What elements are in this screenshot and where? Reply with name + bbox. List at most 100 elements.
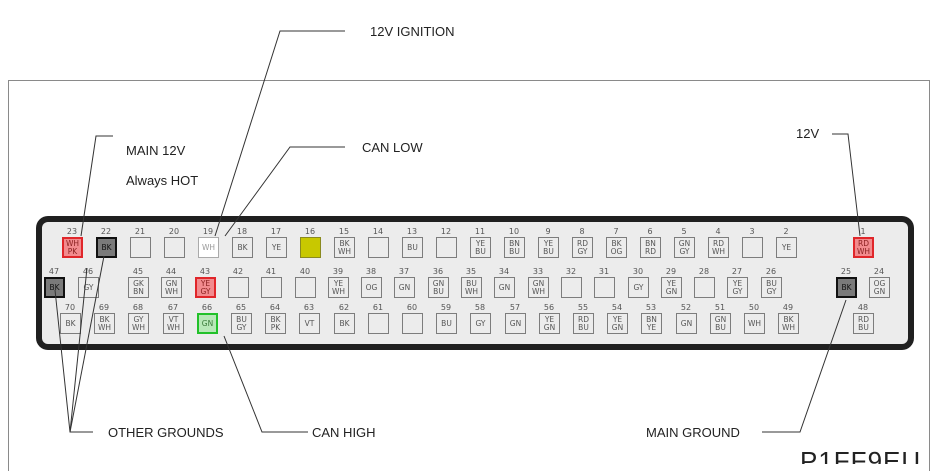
wire-color-code: VT bbox=[304, 318, 315, 328]
pin-61 bbox=[368, 313, 389, 334]
pin-56: YE GN bbox=[539, 313, 560, 334]
pin-34: GN bbox=[494, 277, 515, 298]
wire-color-code: PK bbox=[270, 322, 281, 332]
wire-color-code: BK bbox=[101, 242, 112, 252]
leader-other-grounds-c bbox=[69, 267, 88, 433]
wire-color-code: WH bbox=[97, 322, 112, 332]
pin-number: 29 bbox=[665, 267, 677, 276]
pin-6: BN RD bbox=[640, 237, 661, 258]
wire-color-code: WH bbox=[781, 322, 796, 332]
pin-40 bbox=[295, 277, 316, 298]
pin-number: 39 bbox=[332, 267, 344, 276]
pin-number: 61 bbox=[372, 303, 384, 312]
wire-color-code: BK bbox=[339, 318, 350, 328]
pin-number: 65 bbox=[235, 303, 247, 312]
pin-70: BK bbox=[60, 313, 81, 334]
pin-29: YE GN bbox=[661, 277, 682, 298]
pin-number: 68 bbox=[132, 303, 144, 312]
leader-other-grounds-b bbox=[69, 255, 105, 433]
pin-number: 28 bbox=[698, 267, 710, 276]
wire-color-code: OG bbox=[610, 246, 623, 256]
pin-number: 9 bbox=[545, 227, 551, 236]
wire-color-code: GY bbox=[475, 318, 486, 328]
pin-67: VT WH bbox=[163, 313, 184, 334]
pin-35: BU WH bbox=[461, 277, 482, 298]
wire-color-code: BK bbox=[339, 238, 350, 248]
pin-number: 59 bbox=[440, 303, 452, 312]
wire-color-code: GY bbox=[236, 322, 247, 332]
leader-can-high bbox=[223, 335, 308, 433]
pin-number: 10 bbox=[508, 227, 520, 236]
pin-52: GN bbox=[676, 313, 697, 334]
wire-color-code: BU bbox=[509, 246, 520, 256]
wire-color-code: GY bbox=[679, 246, 690, 256]
pin-number: 15 bbox=[338, 227, 350, 236]
pin-number: 11 bbox=[474, 227, 486, 236]
wire-color-code: BN bbox=[509, 238, 520, 248]
pin-number: 66 bbox=[201, 303, 213, 312]
pin-10: BN BU bbox=[504, 237, 525, 258]
wire-color-code: GN bbox=[509, 318, 522, 328]
wire-color-code: GN bbox=[432, 278, 445, 288]
wire-color-code: WH bbox=[856, 246, 871, 256]
pin-4: RD WH bbox=[708, 237, 729, 258]
wire-color-code: BN bbox=[133, 286, 144, 296]
pin-7: BK OG bbox=[606, 237, 627, 258]
label-can-low: CAN LOW bbox=[362, 140, 423, 155]
pin-65: BU GY bbox=[231, 313, 252, 334]
pin-36: GN BU bbox=[428, 277, 449, 298]
pin-number: 20 bbox=[168, 227, 180, 236]
pin-number: 69 bbox=[98, 303, 110, 312]
leader-ignition bbox=[214, 30, 345, 237]
wire-color-code: WH bbox=[531, 286, 546, 296]
wire-color-code: GN bbox=[873, 286, 886, 296]
pin-number: 36 bbox=[432, 267, 444, 276]
pin-12 bbox=[436, 237, 457, 258]
wire-color-code: GN bbox=[543, 322, 556, 332]
pin-45: GK BN bbox=[128, 277, 149, 298]
pin-49: BK WH bbox=[778, 313, 799, 334]
label-main-12v: MAIN 12V Always HOT bbox=[126, 128, 198, 188]
wire-color-code: BU bbox=[441, 318, 452, 328]
wire-color-code: YE bbox=[271, 242, 282, 252]
pin-number: 2 bbox=[783, 227, 789, 236]
wire-color-code: BK bbox=[237, 242, 248, 252]
pin-number: 67 bbox=[167, 303, 179, 312]
pin-number: 7 bbox=[613, 227, 619, 236]
pin-20 bbox=[164, 237, 185, 258]
wire-color-code: BU bbox=[766, 278, 777, 288]
pin-19: WH bbox=[198, 237, 219, 258]
wire-color-code: BK bbox=[49, 282, 60, 292]
pin-number: 18 bbox=[236, 227, 248, 236]
pin-1: RD WH bbox=[853, 237, 874, 258]
pin-number: 45 bbox=[132, 267, 144, 276]
label-12v: 12V bbox=[796, 126, 820, 141]
part-number: P1FF9EU bbox=[800, 446, 922, 464]
pin-48: RD BU bbox=[853, 313, 874, 334]
pin-44: GN WH bbox=[161, 277, 182, 298]
pin-57: GN bbox=[505, 313, 526, 334]
pin-number: 26 bbox=[765, 267, 777, 276]
wire-color-code: GN bbox=[165, 278, 178, 288]
wire-color-code: GY bbox=[83, 282, 94, 292]
pin-number: 42 bbox=[232, 267, 244, 276]
pin-number: 51 bbox=[714, 303, 726, 312]
wire-color-code: GN bbox=[678, 238, 691, 248]
pin-11: YE BU bbox=[470, 237, 491, 258]
leader-can-low bbox=[224, 146, 345, 237]
wire-color-code: YE bbox=[666, 278, 677, 288]
wire-color-code: BU bbox=[433, 286, 444, 296]
wire-color-code: RD bbox=[713, 238, 724, 248]
pin-number: 33 bbox=[532, 267, 544, 276]
pin-16 bbox=[300, 237, 321, 258]
pin-23: WH PK bbox=[62, 237, 83, 258]
pin-41 bbox=[261, 277, 282, 298]
label-main-12v-line2: Always HOT bbox=[126, 173, 199, 188]
wire-color-code: GY bbox=[766, 286, 777, 296]
pin-number: 57 bbox=[509, 303, 521, 312]
pin-47: BK bbox=[44, 277, 65, 298]
leader-main-ground bbox=[762, 299, 847, 433]
wire-color-code: GN bbox=[680, 318, 693, 328]
